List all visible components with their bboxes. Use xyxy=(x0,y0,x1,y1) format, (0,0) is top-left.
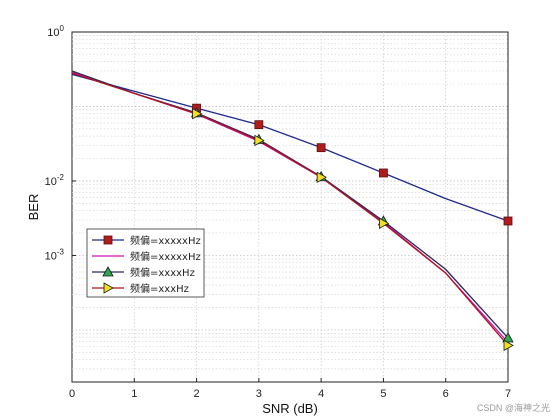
legend-marker-1 xyxy=(103,235,113,245)
series-4-marker xyxy=(192,108,203,120)
y-axis-label: BER xyxy=(26,194,41,221)
series-4-marker xyxy=(379,217,390,230)
series-lines xyxy=(71,70,509,346)
series-1-marker xyxy=(379,168,388,178)
y-tick-label: 10-3 xyxy=(45,247,65,262)
series-4-marker xyxy=(316,171,327,183)
series-1-marker xyxy=(316,143,326,153)
x-tick-label: 0 xyxy=(69,388,75,400)
legend-label-3: 频偏=xxxxHz xyxy=(130,266,195,279)
x-axis-ticks: 0 1 2 3 4 5 6 7 xyxy=(69,378,511,400)
plot-area xyxy=(71,31,514,383)
series-line-1 xyxy=(71,73,509,222)
x-axis-label: SNR (dB) xyxy=(262,401,318,416)
x-tick-label: 5 xyxy=(380,388,386,400)
legend-marker-3 xyxy=(102,266,114,277)
legend: 频偏=xxxxxHz 频偏=xxxxxHz 频偏=xxxxHz 频偏=xxxHz xyxy=(86,228,205,298)
y-axis-ticks: 100 10-2 10-3 xyxy=(45,24,76,262)
plot-frame xyxy=(71,31,509,383)
watermark: CSDN @海神之光 xyxy=(476,403,550,413)
x-tick-label: 7 xyxy=(505,388,511,400)
x-tick-label: 6 xyxy=(443,388,449,400)
legend-label-2: 频偏=xxxxxHz xyxy=(130,250,201,263)
x-tick-label: 3 xyxy=(256,388,262,400)
y-tick-label: 10-2 xyxy=(45,173,65,188)
y-tick-label: 100 xyxy=(47,24,64,39)
x-tick-label: 1 xyxy=(131,388,137,400)
x-tick-label: 2 xyxy=(194,388,200,400)
series-1-marker xyxy=(254,120,264,130)
series-markers xyxy=(190,103,514,352)
series-line-4 xyxy=(71,72,509,346)
series-4-marker xyxy=(503,339,514,352)
legend-marker-4 xyxy=(103,282,114,294)
legend-label-1: 频偏=xxxxxHz xyxy=(130,234,201,247)
legend-label-4: 频偏=xxxHz xyxy=(130,282,189,295)
series-3-marker xyxy=(502,332,514,343)
x-tick-label: 4 xyxy=(318,388,324,400)
series-4-marker xyxy=(254,134,265,147)
series-1-marker xyxy=(503,216,513,226)
